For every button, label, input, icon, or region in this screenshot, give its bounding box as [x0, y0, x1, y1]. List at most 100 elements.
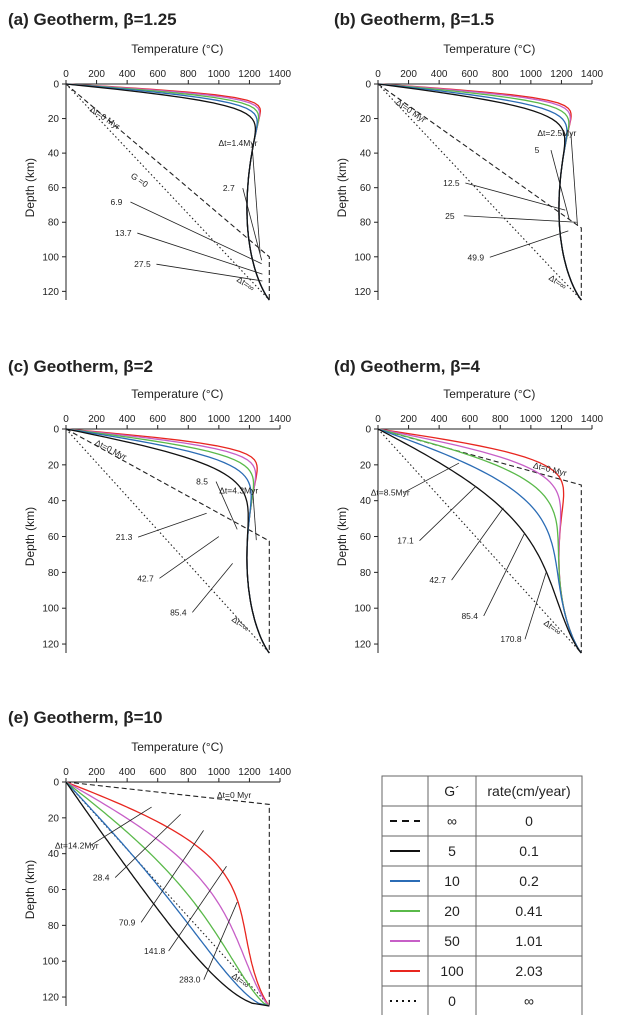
- x-tick-label: 600: [461, 69, 478, 80]
- x-tick-label: 1400: [269, 767, 292, 778]
- initial-geotherm: [377, 83, 582, 300]
- x-tick-label: 200: [88, 767, 105, 778]
- x-tick-label: 800: [492, 414, 509, 425]
- y-tick-label: 20: [48, 813, 60, 824]
- x-axis-title: Temperature (°C): [443, 42, 535, 56]
- annotation-label: 2.7: [223, 183, 235, 193]
- annotation-label: 70.9: [119, 917, 136, 927]
- annotation-leader: [419, 486, 477, 541]
- annotation-label: 170.8: [500, 634, 522, 644]
- legend-g-value: 100: [440, 963, 464, 979]
- y-tick-label: 80: [360, 218, 372, 229]
- steady-state-geotherm: [65, 781, 270, 1007]
- initial-geotherm: [377, 428, 582, 653]
- x-tick-label: 200: [88, 414, 105, 425]
- annotation-leader: [130, 201, 262, 265]
- legend-rate-value: 2.03: [515, 963, 542, 979]
- annotation-leader: [90, 806, 152, 846]
- legend-rate-value: 0.41: [515, 903, 542, 919]
- annotation-label: Δt=0 Myr: [217, 790, 251, 800]
- legend-table: G´ rate(cm/year) ∞ 0 5 0.1 10 0.2 20 0.41 50 1.01 10…: [381, 775, 583, 1015]
- x-axis-title: Temperature (°C): [131, 387, 223, 401]
- annotation-label: 42.7: [137, 573, 154, 583]
- y-tick-label: 80: [48, 921, 60, 932]
- y-tick-label: 100: [354, 252, 371, 263]
- steady-state-geotherm: [377, 83, 582, 301]
- geotherm-G5: [377, 428, 582, 654]
- y-tick-label: 40: [48, 496, 60, 507]
- y-tick-label: 40: [360, 496, 372, 507]
- geotherm-G20: [65, 781, 270, 1007]
- x-tick-label: 200: [400, 414, 417, 425]
- x-tick-label: 800: [180, 767, 197, 778]
- initial-geotherm: [65, 83, 270, 300]
- annotation-leader: [251, 143, 261, 254]
- geotherm-G50: [65, 781, 270, 1007]
- annotation-label: Δt=2.5Myr: [537, 128, 576, 138]
- x-tick-label: 400: [431, 414, 448, 425]
- legend-g-value: 5: [448, 843, 456, 859]
- y-tick-label: 120: [354, 640, 371, 651]
- x-tick-label: 1000: [520, 69, 543, 80]
- x-tick-label: 400: [119, 767, 136, 778]
- annotation-leader: [524, 572, 547, 640]
- x-tick-label: 400: [119, 69, 136, 80]
- x-tick-label: 1000: [520, 414, 543, 425]
- x-tick-label: 1200: [238, 767, 261, 778]
- x-tick-label: 1400: [581, 414, 604, 425]
- y-tick-label: 0: [365, 425, 371, 436]
- legend-header: rate(cm/year): [487, 783, 570, 799]
- y-tick-label: 120: [42, 993, 59, 1004]
- y-tick-label: 120: [42, 287, 59, 298]
- annotation-leader: [483, 532, 526, 617]
- y-tick-label: 20: [360, 460, 372, 471]
- geotherm-G5: [65, 83, 270, 301]
- geotherm-G5: [65, 781, 270, 1007]
- x-tick-label: 200: [400, 69, 417, 80]
- x-tick-label: 1200: [238, 414, 261, 425]
- annotation-label: 28.4: [93, 873, 110, 883]
- annotation-label: 27.5: [134, 259, 151, 269]
- x-tick-label: 1200: [550, 69, 573, 80]
- y-tick-label: 60: [48, 885, 60, 896]
- y-tick-label: 40: [48, 149, 60, 160]
- x-tick-label: 400: [431, 69, 448, 80]
- y-tick-label: 80: [48, 218, 60, 229]
- annotation-label: Δt=0 Myr: [532, 460, 568, 478]
- annotation-label: Δt=∞: [235, 274, 256, 293]
- annotation-leader: [489, 230, 569, 258]
- annotation-leader: [137, 232, 263, 275]
- annotation-label: Δt=0 Myr: [88, 104, 122, 132]
- legend-rate-value: 0: [525, 813, 533, 829]
- x-tick-label: 800: [492, 69, 509, 80]
- x-axis-title: Temperature (°C): [131, 42, 223, 56]
- annotation-label: Δt=∞: [230, 971, 251, 990]
- annotation-label: Δt=8.5Myr: [371, 487, 410, 497]
- annotation-leader: [137, 512, 207, 538]
- x-tick-label: 0: [63, 69, 69, 80]
- panel-e: (e) Geotherm, β=10 Temperature (°C) Depth …: [8, 708, 292, 1007]
- panel-a: (a) Geotherm, β=1.25 Temperature (°C) Dept…: [8, 10, 292, 301]
- annotation-leader: [168, 865, 227, 952]
- annotation-leader: [404, 462, 460, 493]
- y-tick-label: 0: [53, 778, 59, 789]
- x-tick-label: 1400: [269, 69, 292, 80]
- annotation-label: 283.0: [179, 975, 201, 985]
- y-tick-label: 80: [360, 568, 372, 579]
- annotation-leader: [465, 182, 566, 211]
- annotation-leader: [159, 536, 220, 579]
- x-tick-label: 600: [149, 69, 166, 80]
- x-tick-label: 0: [63, 414, 69, 425]
- geotherm-G5: [65, 428, 270, 654]
- geotherm-G5: [377, 83, 582, 301]
- annotation-leader: [114, 813, 181, 878]
- legend-g-value: 10: [444, 873, 460, 889]
- y-tick-label: 20: [48, 460, 60, 471]
- y-tick-label: 40: [360, 149, 372, 160]
- y-tick-label: 20: [48, 114, 60, 125]
- legend-g-value: 0: [448, 993, 456, 1009]
- annotation-label: 12.5: [443, 178, 460, 188]
- annotation-label: Δt=∞: [547, 272, 568, 291]
- panel-title: (e) Geotherm, β=10: [8, 708, 162, 727]
- panel-title: (b) Geotherm, β=1.5: [334, 10, 494, 29]
